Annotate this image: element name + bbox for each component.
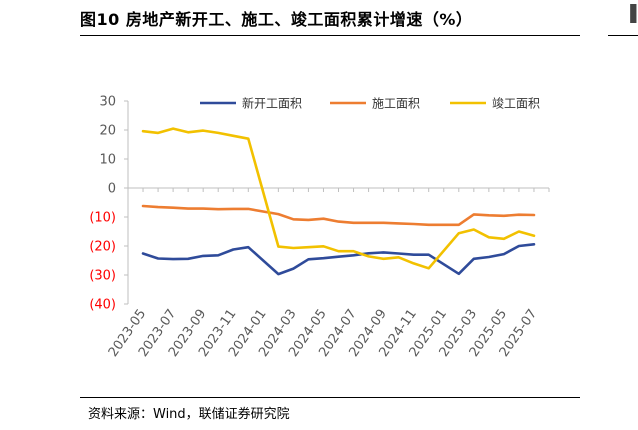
adjacent-figure-fragment: ▐ (624, 4, 637, 23)
y-tick-label: 20 (99, 124, 116, 139)
chart-axes: 3020100(10)(20)(30)(40)2023-052023-07202… (89, 95, 550, 360)
series-line-1 (141, 243, 536, 276)
chart-series (141, 127, 536, 276)
series-line-3 (141, 127, 536, 270)
y-tick-label: (30) (89, 269, 116, 284)
legend-label: 新开工面积 (242, 96, 302, 111)
legend-label: 施工面积 (372, 97, 420, 111)
title-rule (80, 35, 580, 36)
chart-legend: 新开工面积 施工面积 竣工面积 (200, 96, 540, 111)
y-tick-label: 10 (99, 153, 116, 168)
series-line-2 (141, 204, 536, 227)
legend-label: 竣工面积 (492, 96, 540, 111)
y-tick-label: 30 (99, 95, 116, 110)
figure-title: 图10 房地产新开工、施工、竣工面积累计增速（%） (80, 10, 473, 29)
adjacent-figure-rule (608, 35, 638, 36)
y-tick-label: (40) (89, 298, 116, 313)
y-tick-label: (10) (89, 211, 116, 226)
source-note: 资料来源：Wind，联储证券研究院 (88, 407, 290, 422)
y-tick-label: (20) (89, 240, 116, 255)
y-tick-label: 0 (108, 182, 116, 197)
source-rule (80, 397, 580, 398)
